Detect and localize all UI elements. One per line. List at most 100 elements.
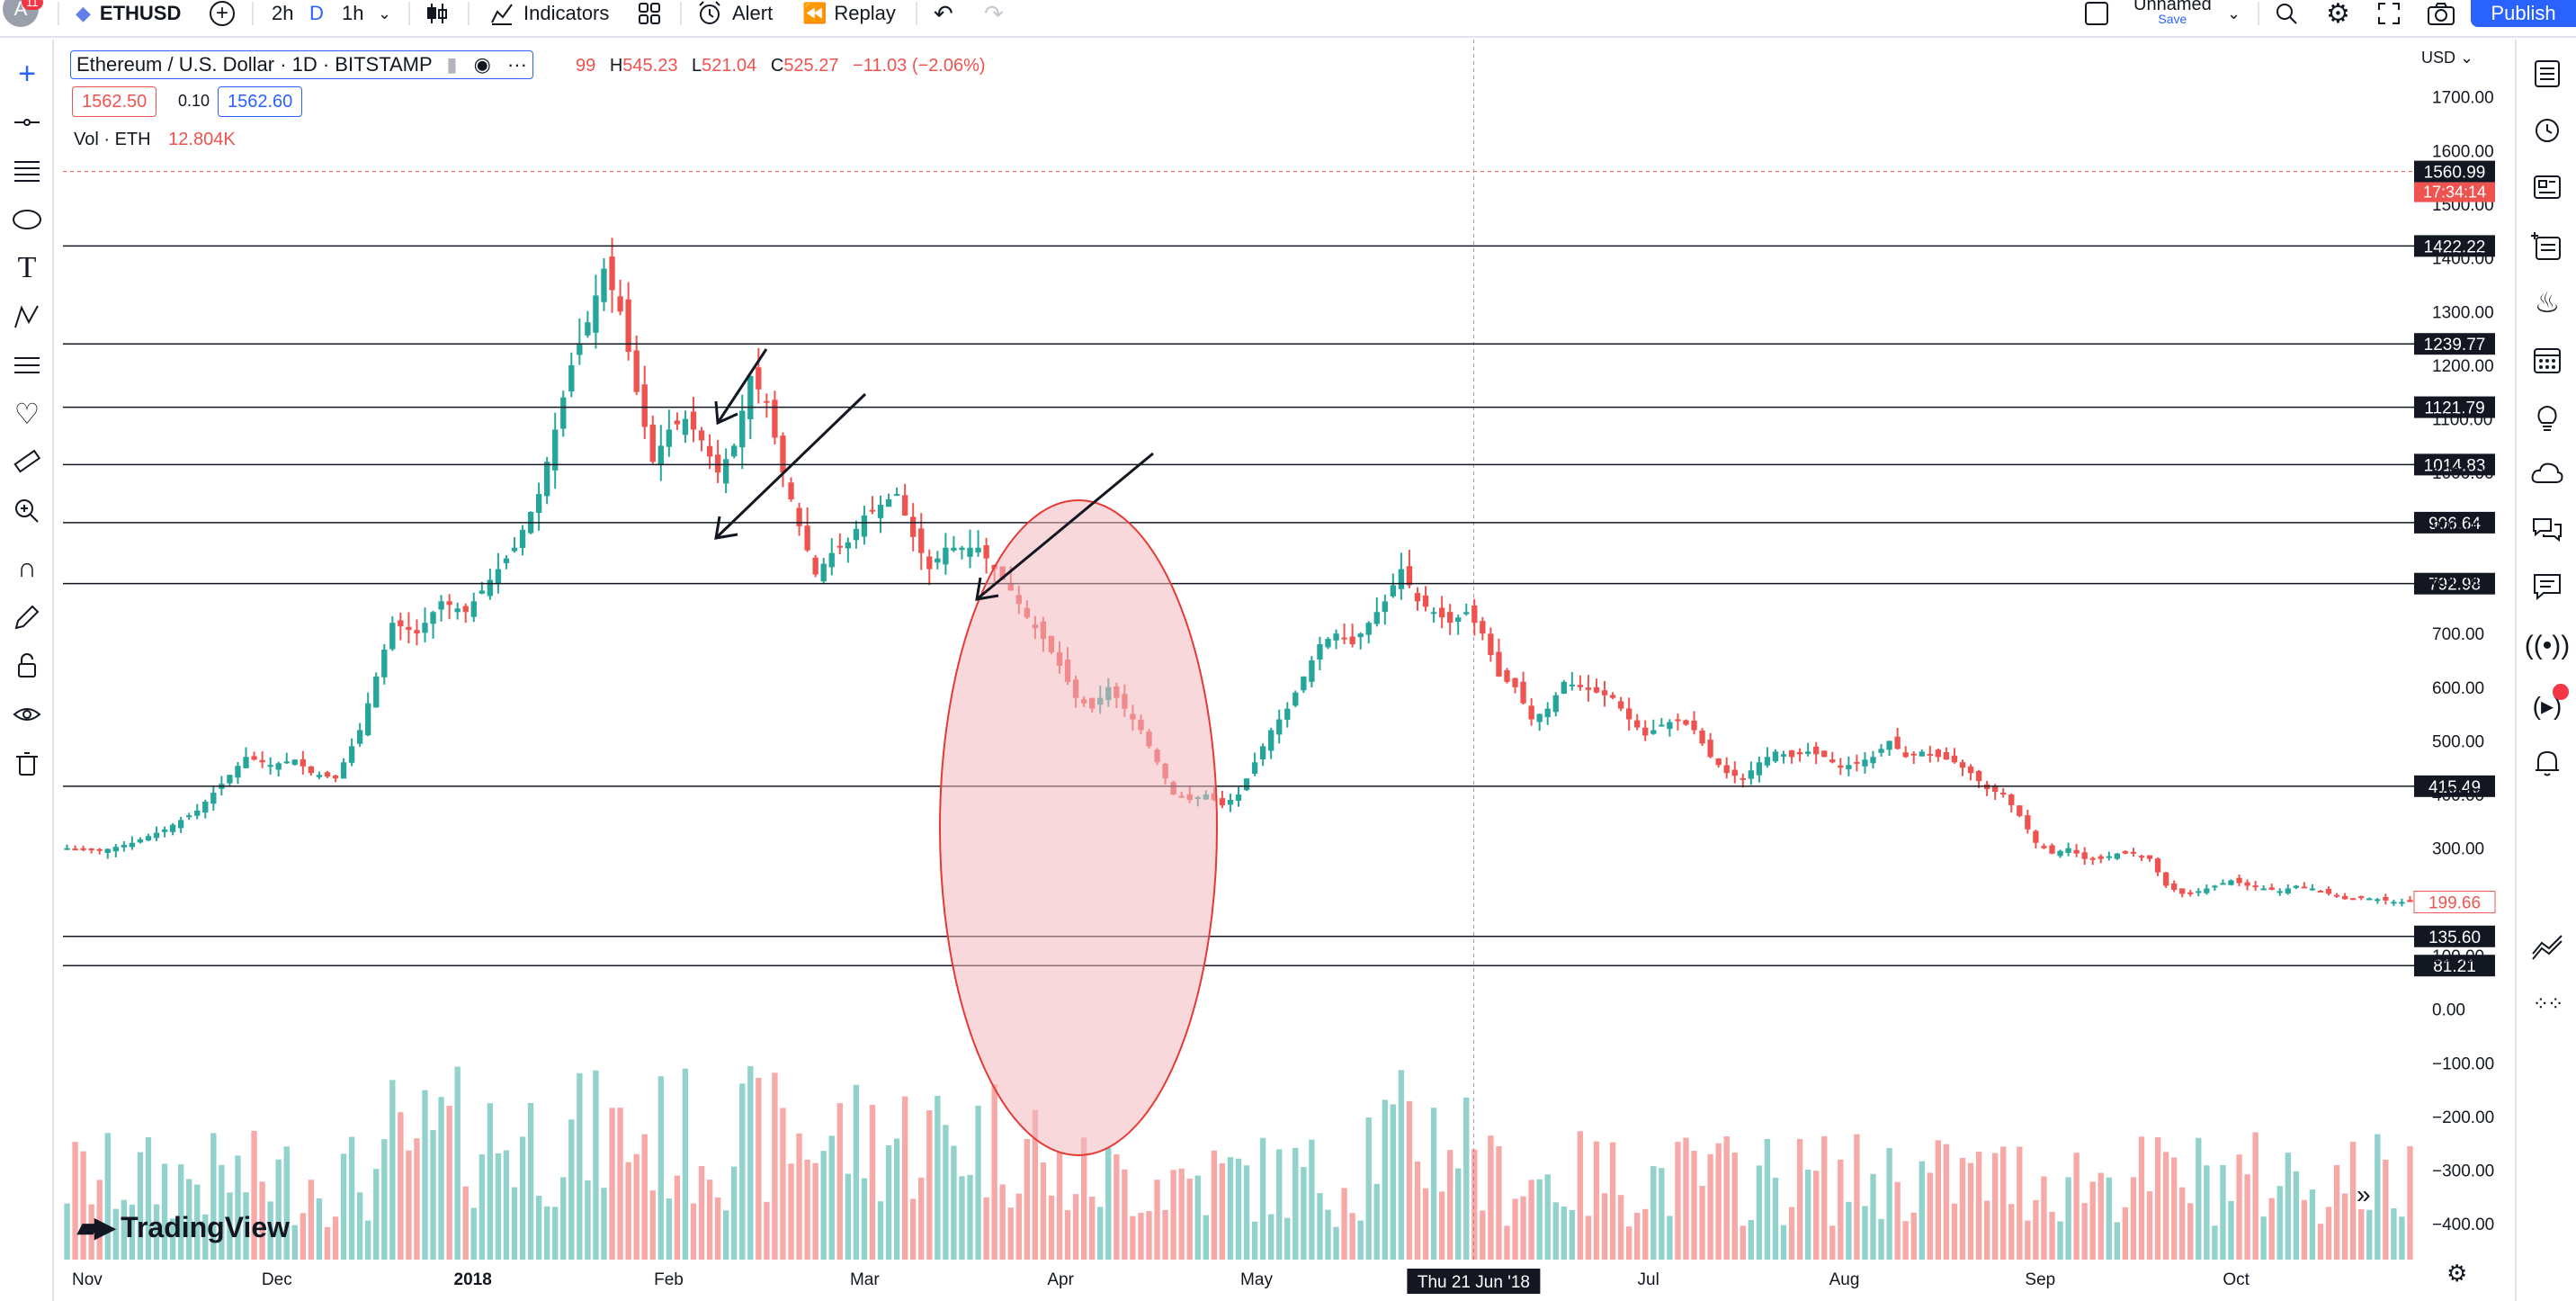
candle-body (381, 650, 388, 677)
scroll-to-realtime-button[interactable]: » (2357, 1180, 2371, 1209)
stay-in-drawing-tool[interactable] (7, 597, 47, 637)
compare-symbol-button[interactable]: + (209, 0, 236, 27)
volume-bar (324, 1226, 331, 1260)
flag-icon: ▮ (446, 53, 458, 76)
layout-name-button[interactable]: Unnamed Save (2133, 0, 2212, 31)
scripts-button[interactable] (2526, 452, 2569, 495)
candle-body (316, 775, 323, 777)
notification-badge: 11 (22, 0, 43, 10)
candle-body (145, 836, 152, 841)
symbol-search[interactable]: ◆ ETHUSD (76, 0, 181, 27)
crosshair-date-tag (1407, 1269, 1541, 1294)
lock-drawings-tool[interactable] (7, 646, 47, 686)
hotlists-button[interactable]: ♨ (2526, 281, 2569, 324)
interval-1h[interactable]: 1h (342, 0, 363, 27)
layout-dropdown[interactable]: ⌄ (2227, 0, 2241, 27)
volume-bar (739, 1083, 746, 1260)
candle-body (577, 344, 583, 355)
candle-body (943, 547, 949, 565)
indicators-button[interactable]: Indicators (489, 0, 609, 27)
ellipse-shape-icon (13, 210, 41, 229)
alert-button[interactable]: Alert (696, 0, 773, 27)
chart-type-button[interactable] (425, 0, 450, 27)
candle-body (1447, 612, 1453, 624)
alerts-button[interactable] (2526, 108, 2569, 151)
volume-bar (1544, 1174, 1551, 1260)
arrow-drawings[interactable] (714, 348, 1154, 601)
templates-button[interactable] (637, 0, 662, 27)
streams-button[interactable]: ((•)) (2525, 624, 2570, 668)
depth-of-market-button[interactable] (2526, 925, 2569, 968)
ideas-button[interactable] (2526, 396, 2569, 439)
volume-bar (2065, 1177, 2071, 1260)
interval-d-label: D (309, 2, 324, 24)
magnet-tool[interactable]: ∩ (7, 549, 47, 588)
interval-2h[interactable]: 2h (272, 0, 293, 27)
volume-bar (633, 1153, 640, 1260)
more-tools-button[interactable]: ⁘⁘ (2526, 982, 2569, 1026)
notifications-button[interactable] (2526, 741, 2569, 785)
highlight-ellipse[interactable] (939, 499, 1218, 1156)
ideas-list-button[interactable] (2526, 225, 2569, 268)
price-axis[interactable]: 1700.001600.001500.001400.001300.001200.… (2413, 89, 2496, 1235)
chats-button[interactable] (2526, 509, 2569, 552)
text-tool[interactable]: T (7, 248, 47, 288)
candle-body (308, 766, 315, 774)
buy-button[interactable]: 1562.60 (218, 86, 303, 117)
currency-select[interactable]: USD ⌄ (2421, 49, 2474, 67)
publish-label: Publish (2491, 2, 2556, 24)
volume-bar (999, 1184, 1006, 1260)
icon-tool[interactable]: ♡ (7, 394, 47, 434)
messages-button[interactable] (2526, 565, 2569, 608)
candle-body (373, 676, 380, 708)
volume-bar (674, 1175, 681, 1260)
undo-button[interactable]: ↶ (934, 0, 953, 27)
gear-icon: ⚙ (2326, 0, 2350, 29)
volume-bar (2309, 1189, 2316, 1260)
volume-bar (2383, 1159, 2389, 1260)
redo-button[interactable]: ↷ (984, 0, 1004, 27)
settings-button[interactable]: ⚙ (2326, 0, 2350, 29)
volume-bar (617, 1108, 623, 1260)
replay-button[interactable]: ⏪ Replay (802, 0, 896, 27)
snapshot-button[interactable] (2427, 0, 2455, 27)
change-value: −11.03 (−2.06%) (853, 56, 986, 76)
axis-settings-button[interactable]: ⚙ (2446, 1260, 2467, 1288)
symbol-title[interactable]: Ethereum / U.S. Dollar · 1D · BITSTAMP ▮… (70, 50, 533, 79)
zoom-tool[interactable] (7, 491, 47, 531)
candle-body (1943, 751, 1950, 760)
volume-bar (2333, 1165, 2340, 1260)
volume-bar (1983, 1200, 1990, 1260)
prediction-tool[interactable] (7, 345, 47, 385)
search-button[interactable] (2274, 0, 2299, 27)
pattern-tool[interactable] (7, 297, 47, 336)
sell-button[interactable]: 1562.50 (72, 86, 157, 117)
live-indicator (2553, 684, 2569, 700)
remove-drawings-tool[interactable] (7, 743, 47, 783)
candle-body (1829, 759, 1836, 763)
interval-dropdown[interactable]: ⌄ (378, 0, 391, 27)
avatar[interactable]: A 11 (0, 0, 43, 27)
live-button[interactable]: (▸) (2526, 684, 2569, 727)
fib-tool[interactable] (7, 151, 47, 191)
hide-drawings-tool[interactable] (7, 695, 47, 734)
horizontal-levels[interactable]: 1422.22 1239.77 1121.79 1014.83 906.64 792.98… (63, 235, 2495, 977)
message-icon (2534, 574, 2561, 601)
measure-tool[interactable] (7, 443, 47, 482)
trend-line-tool[interactable] (7, 103, 47, 142)
candle-body (1975, 770, 1982, 782)
fullscreen-button[interactable] (2376, 0, 2402, 27)
publish-button[interactable]: Publish (2471, 0, 2576, 27)
volume-bar (1715, 1143, 1722, 1260)
news-button[interactable] (2526, 166, 2569, 209)
volume-bar (1032, 1109, 1039, 1260)
watchlist-button[interactable] (2526, 52, 2569, 95)
candle-body (2114, 853, 2121, 859)
calendar-button[interactable] (2526, 338, 2569, 381)
interval-d[interactable]: D (309, 0, 324, 27)
crosshair-tool[interactable]: + (7, 54, 47, 94)
layout-select-checkbox[interactable] (2085, 0, 2108, 27)
shape-tool[interactable] (7, 200, 47, 239)
time-axis[interactable]: NovDec2018FebMarAprMayJunJulAugSepOctThu… (72, 1269, 2250, 1294)
